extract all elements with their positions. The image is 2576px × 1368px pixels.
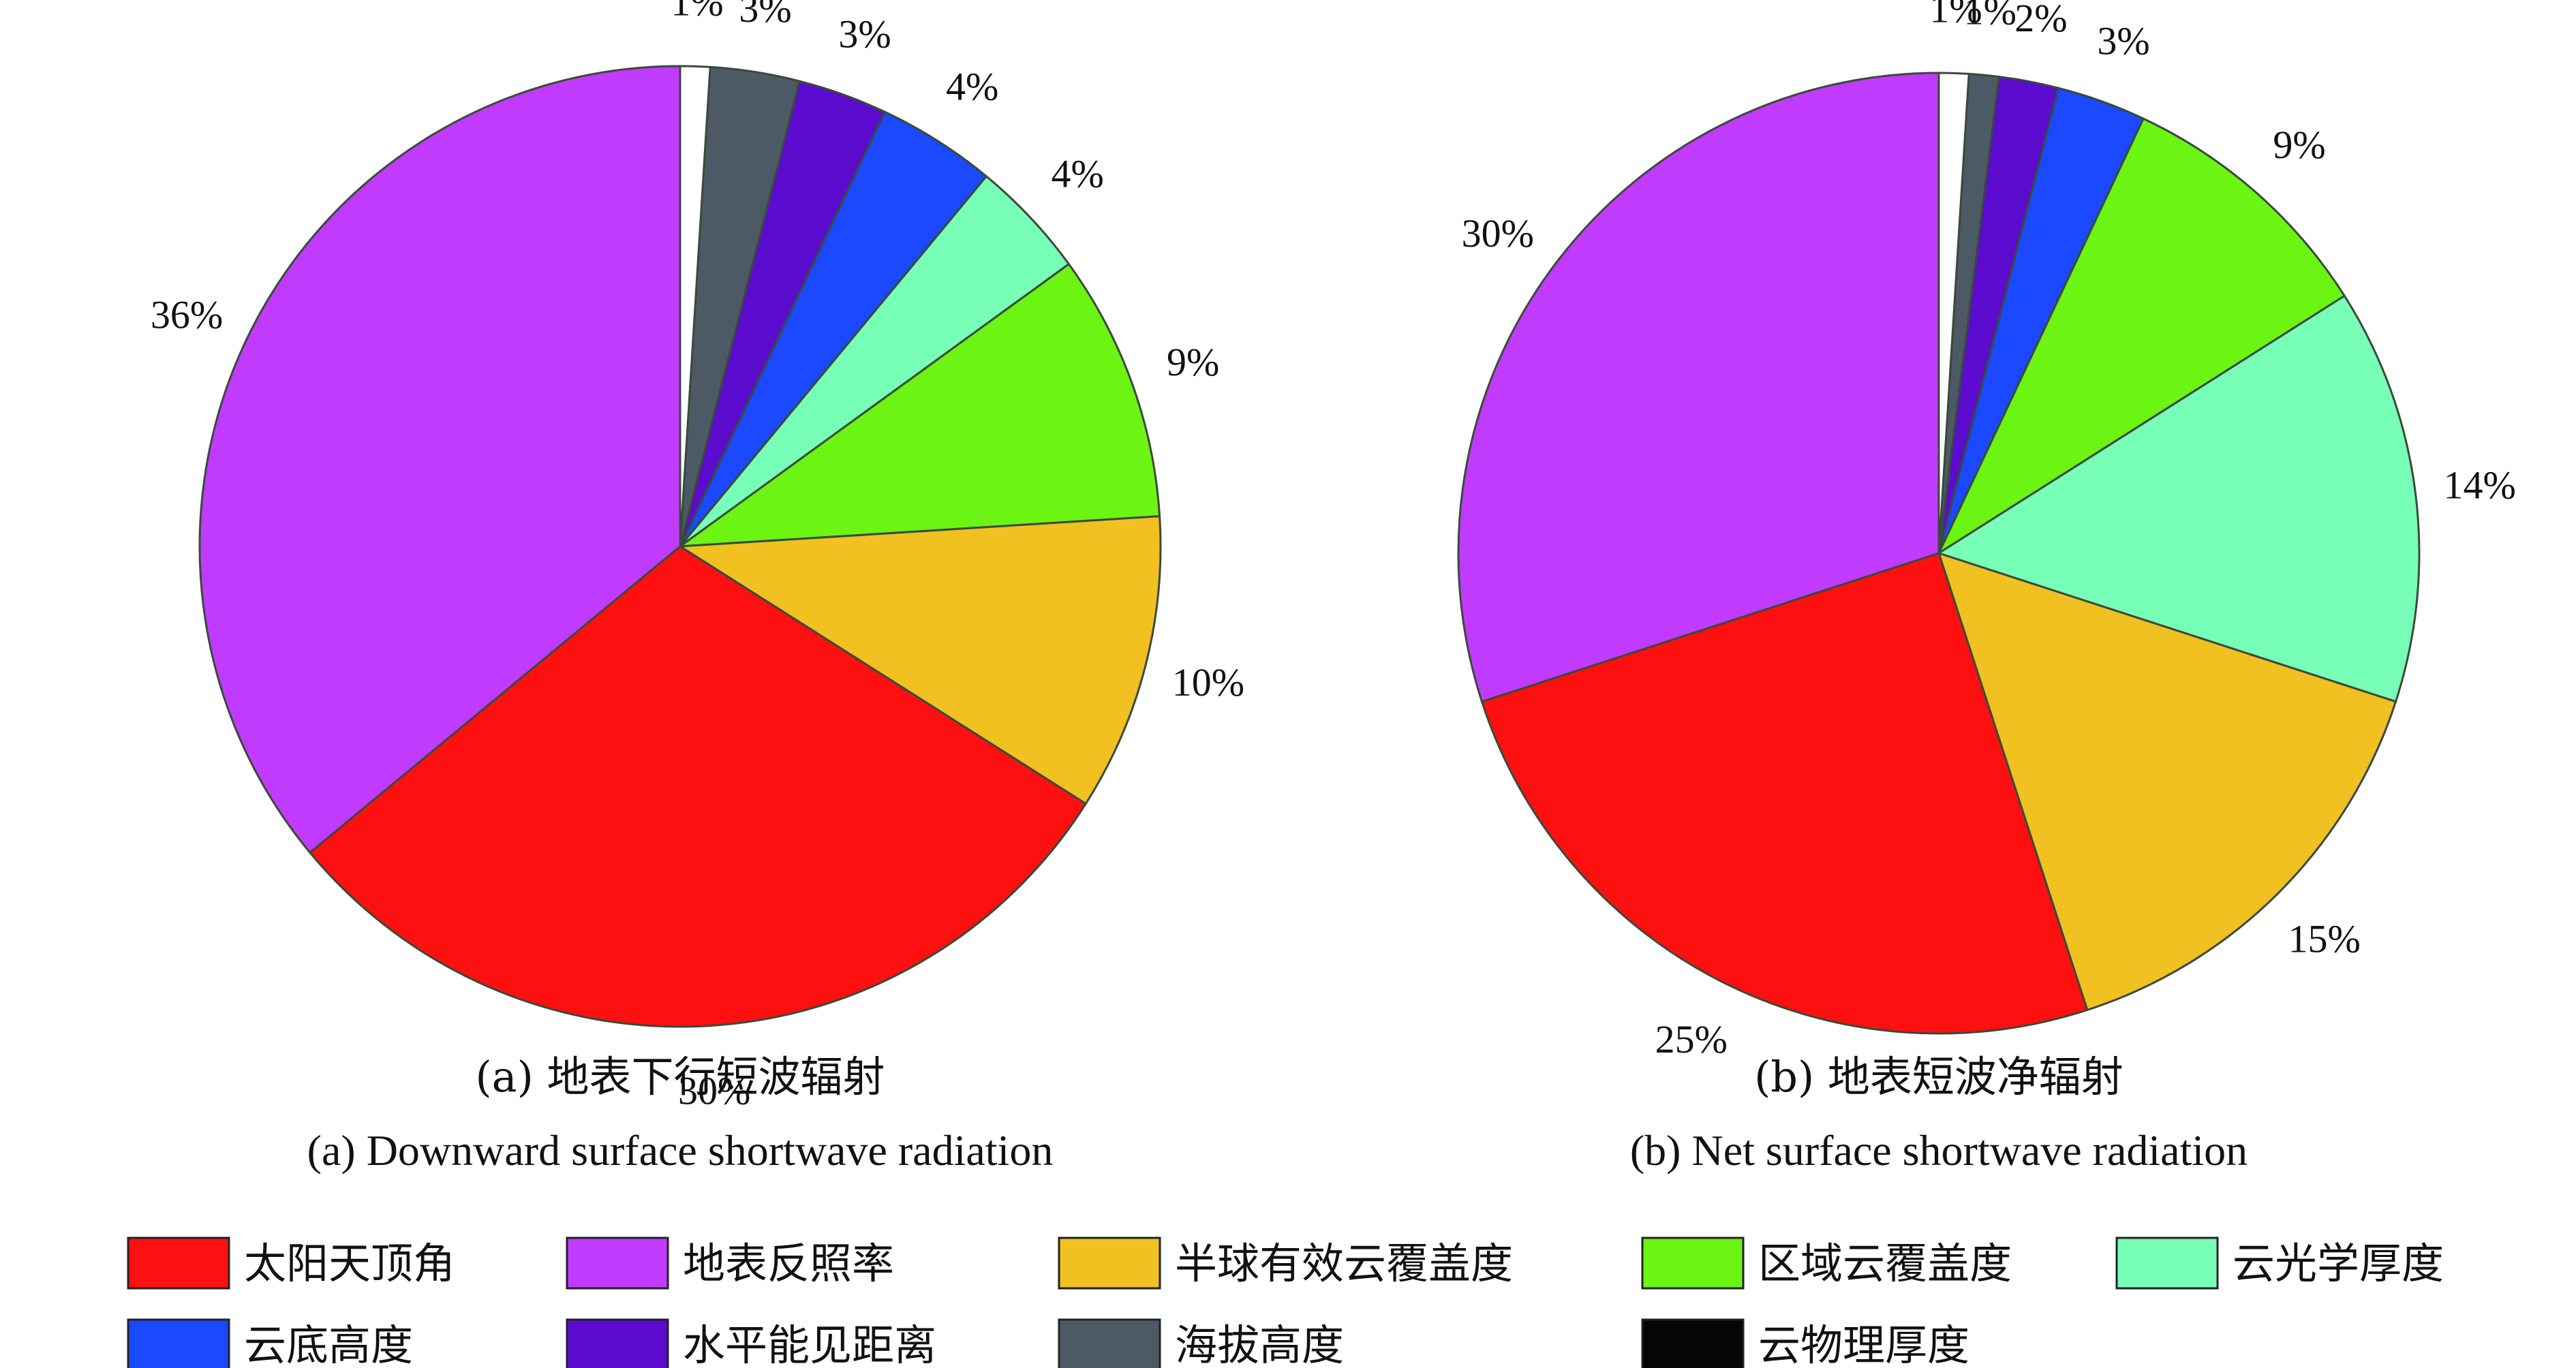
pie-b-caption-english: (b) Net surface shortwave radiation xyxy=(1630,1126,2248,1175)
pie-b-percent-label: 15% xyxy=(2288,917,2361,961)
pie-b-percent-label: 25% xyxy=(1655,1017,1728,1061)
legend-label: 云底高度 xyxy=(244,1320,413,1368)
pie-b-percent-label: 3% xyxy=(2097,18,2149,63)
pie-a-percent-label: 9% xyxy=(1167,340,1219,384)
pie-b-percent-label: 2% xyxy=(2014,0,2067,40)
legend-label: 云光学厚度 xyxy=(2233,1239,2444,1288)
legend-label: 水平能见距离 xyxy=(683,1320,936,1368)
pie-b-slices xyxy=(1457,72,2421,1035)
legend-label: 海拔高度 xyxy=(1175,1320,1344,1368)
pie-b-percent-label: 1% xyxy=(1929,0,1982,31)
pie-a-percent-label: 10% xyxy=(1172,660,1244,704)
legend-swatch xyxy=(127,1237,230,1290)
legend-label: 半球有效云覆盖度 xyxy=(1175,1239,1513,1288)
pie-b-percent-label: 14% xyxy=(2444,463,2516,508)
pie-b-percent-labels: 1%1%2%3%9%14%15%25%30% xyxy=(1462,0,2516,1061)
pie-a-slice xyxy=(198,65,681,854)
legend-label: 地表反照率 xyxy=(683,1239,894,1288)
pie-a-slice xyxy=(679,263,1161,548)
pie-a-percent-label: 3% xyxy=(739,0,791,31)
pie-a-percent-label: 1% xyxy=(671,0,723,24)
legend-swatch xyxy=(1641,1318,1745,1368)
pie-a-percent-label: 4% xyxy=(1052,151,1104,196)
legend-swatch xyxy=(566,1237,669,1290)
pie-chart-a: 1% 3% 3% 4% 4% 9% 10% 30% 36% (a) 地表下行短波辐射 (a) D… xyxy=(151,0,1244,1175)
legend-label: 云物理厚度 xyxy=(1758,1320,1969,1368)
pie-a-percent-label: 30% xyxy=(678,1068,750,1113)
pie-b-slice xyxy=(1937,552,2397,1011)
pie-a-caption-chinese: (a) 地表下行短波辐射 xyxy=(475,1052,885,1102)
pie-a-percent-labels: 1% 3% 3% 4% 4% 9% 10% 30% 36% xyxy=(151,0,1244,1113)
legend-swatch xyxy=(1641,1237,1745,1290)
pie-chart-b: 1%1%2%3%9%14%15%25%30% (b) 地表短波净辐射 (b) N… xyxy=(1457,0,2516,1175)
pie-b-percent-label: 30% xyxy=(1462,211,1534,255)
legend-label: 区域云覆盖度 xyxy=(1758,1239,2012,1288)
pie-a-slice xyxy=(679,175,1070,548)
pie-a-caption-english: (a) Downward surface shortwave radiation xyxy=(307,1126,1054,1175)
pie-a-slices xyxy=(198,65,1162,1028)
pie-b-slice xyxy=(1457,72,1940,703)
pie-b-percent-label: 9% xyxy=(2273,123,2325,167)
pie-b-percent-label: 1% xyxy=(1964,0,2017,33)
legend-swatch xyxy=(2115,1237,2219,1290)
pie-b-slice xyxy=(1481,552,2089,1035)
legend-swatch xyxy=(1058,1318,1161,1368)
pie-a-slice xyxy=(679,515,1162,805)
legend-swatch xyxy=(1058,1237,1161,1290)
pie-a-percent-label: 36% xyxy=(151,292,223,337)
pie-b-slice xyxy=(1937,294,2421,703)
pie-a-percent-label: 3% xyxy=(838,12,891,56)
pie-a-slice xyxy=(679,110,987,548)
legend-label: 太阳天顶角 xyxy=(244,1239,455,1288)
legend-swatch xyxy=(127,1318,230,1368)
pie-b-slice xyxy=(1937,117,2346,555)
pie-b-caption-chinese: (b) 地表短波净辐射 xyxy=(1754,1052,2123,1102)
pie-a-slice xyxy=(309,545,1087,1028)
pie-a-percent-label: 4% xyxy=(946,65,998,109)
legend-swatch xyxy=(566,1318,669,1368)
